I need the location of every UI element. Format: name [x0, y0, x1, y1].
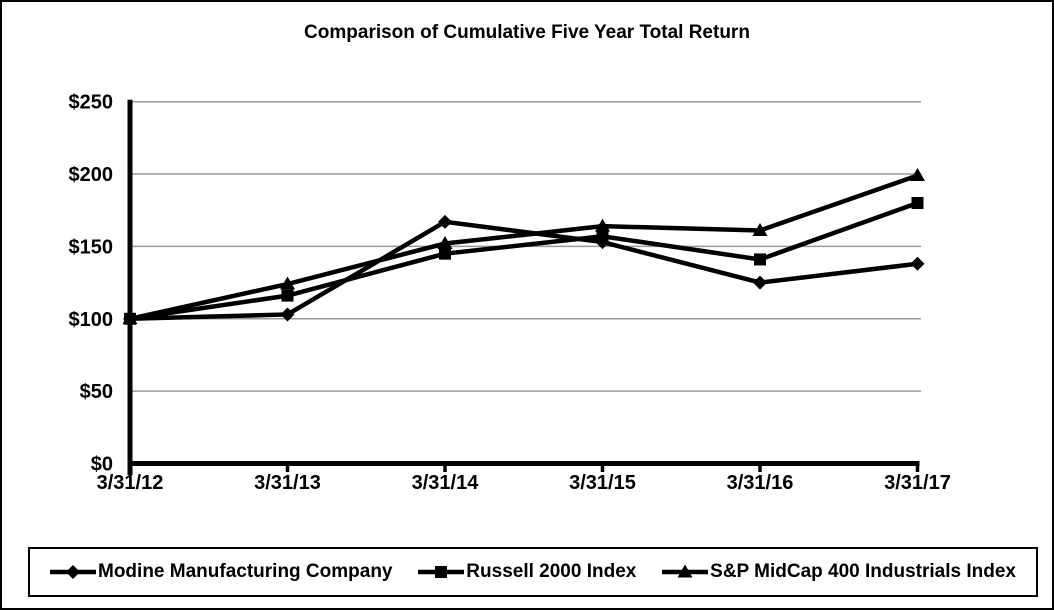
y-tick-label: $200 — [69, 164, 114, 186]
x-axis-tick — [128, 463, 132, 472]
data-point-modine-manufacturing-company — [753, 275, 767, 290]
chart-title: Comparison of Cumulative Five Year Total… — [304, 22, 750, 43]
x-axis-line — [127, 461, 920, 466]
x-axis-tick — [915, 463, 920, 472]
x-tick-label: 3/31/16 — [727, 472, 794, 494]
legend-diamond-marker-icon — [50, 565, 96, 579]
legend-item-modine-manufacturing-company: Modine Manufacturing Company — [50, 561, 393, 583]
legend-label: Russell 2000 Index — [466, 561, 637, 582]
y-tick-label: $150 — [69, 236, 114, 258]
legend-marker-shape — [677, 564, 693, 578]
y-tick-label: $50 — [80, 381, 113, 403]
data-point-russell-2000-index — [911, 197, 924, 210]
data-point-russell-2000-index — [754, 253, 766, 266]
legend-triangle-marker-icon — [662, 564, 709, 578]
data-point-s-p-midcap-400-industrials-index — [122, 311, 138, 325]
y-axis-line — [127, 99, 133, 475]
legend-square-marker-icon — [418, 566, 465, 578]
y-tick-label: $0 — [91, 454, 113, 476]
x-tick-label: 3/31/12 — [97, 472, 164, 494]
plot-area: 3/31/12 3/31/13 3/31/14 3/31/15 3/31/16 3/31/… — [69, 92, 951, 494]
legend: Modine Manufacturing Company Russell 2000… — [28, 547, 1038, 597]
legend-marker-shape — [435, 566, 448, 578]
legend-marker-shape — [66, 565, 80, 579]
x-axis-tick — [285, 463, 290, 472]
legend-item-s-p-midcap-400-industrials-index: S&P MidCap 400 Industrials Index — [662, 561, 1016, 583]
y-tick-label: $100 — [69, 309, 114, 331]
data-point-russell-2000-index — [281, 289, 294, 302]
data-point-s-p-midcap-400-industrials-index — [752, 223, 768, 237]
data-point-s-p-midcap-400-industrials-index — [595, 218, 610, 232]
legend-item-russell-2000-index: Russell 2000 Index — [418, 561, 636, 583]
x-tick-label: 3/31/13 — [254, 472, 321, 494]
x-tick-label: 3/31/17 — [884, 472, 951, 494]
x-axis-tick — [443, 463, 447, 472]
x-tick-label: 3/31/14 — [412, 472, 480, 494]
data-point-s-p-midcap-400-industrials-index — [910, 168, 925, 182]
y-tick-label: $250 — [69, 92, 114, 114]
data-point-russell-2000-index — [596, 230, 609, 243]
data-point-modine-manufacturing-company — [438, 214, 452, 229]
series-line-s-p-midcap-400-industrials-index — [129, 173, 919, 321]
data-point-s-p-midcap-400-industrials-index — [437, 236, 453, 250]
data-point-russell-2000-index — [439, 247, 451, 260]
data-point-modine-manufacturing-company — [910, 256, 925, 271]
x-axis-tick — [758, 463, 762, 472]
x-tick-label: 3/31/15 — [569, 472, 636, 494]
legend-label: Modine Manufacturing Company — [98, 561, 393, 582]
x-axis-tick — [600, 463, 605, 472]
data-point-modine-manufacturing-company — [280, 307, 295, 322]
series-line-modine-manufacturing-company — [129, 219, 918, 322]
legend-label: S&P MidCap 400 Industrials Index — [710, 561, 1016, 582]
data-point-s-p-midcap-400-industrials-index — [280, 276, 295, 290]
series-line-russell-2000-index — [129, 200, 919, 322]
